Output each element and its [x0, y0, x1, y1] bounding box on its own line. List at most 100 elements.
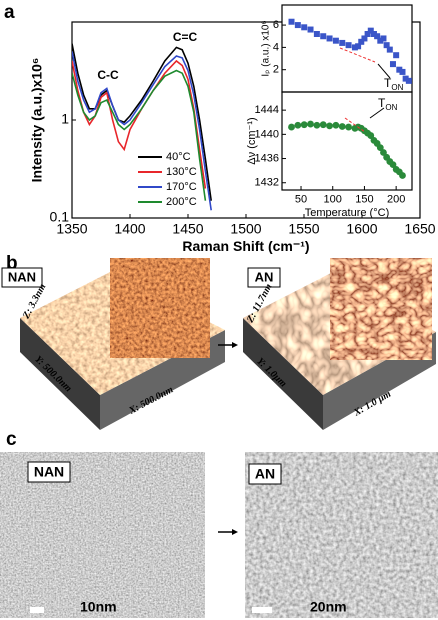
data-point	[364, 31, 371, 37]
ton-annotation: TON	[384, 76, 404, 92]
series-line	[72, 59, 207, 189]
pointer-line	[377, 63, 391, 79]
y-axis-label: Intensity (a.u.)x10⁶	[29, 58, 45, 183]
pointer-line	[369, 107, 385, 119]
tag-box	[247, 267, 281, 288]
data-point	[338, 123, 346, 130]
data-point	[307, 120, 314, 128]
data-point	[380, 149, 387, 156]
x-tick-label: 1400	[114, 221, 145, 237]
y-tick-label: 0.1	[50, 209, 70, 225]
data-point	[345, 123, 352, 131]
x-tick-label: 1600	[346, 221, 377, 237]
data-point	[307, 26, 314, 33]
data-point	[374, 33, 381, 40]
legend-label: 130°C	[166, 166, 197, 178]
scale-bar	[252, 607, 272, 613]
data-point	[380, 35, 387, 42]
x-tick-label: 1350	[56, 221, 87, 237]
data-point	[300, 121, 308, 129]
y-tick-label: 1444	[255, 104, 279, 116]
x-axis-label: Raman Shift (cm⁻¹)	[182, 238, 309, 254]
data-point	[358, 38, 365, 45]
peak-annotation: C-C	[97, 68, 119, 82]
ton-annotation: TON	[378, 96, 398, 112]
plot-frame	[281, 91, 413, 191]
data-point	[399, 172, 406, 179]
scale-bar	[30, 607, 44, 613]
data-point	[396, 66, 403, 73]
afm-image	[109, 257, 211, 359]
data-point	[389, 161, 397, 168]
data-point	[313, 31, 320, 37]
tag-box	[27, 461, 71, 483]
data-point	[367, 132, 375, 139]
data-point	[320, 33, 327, 40]
tangent-line	[339, 47, 376, 63]
y-tick-label: 1432	[255, 177, 279, 189]
data-point	[326, 122, 333, 130]
y-axis-label: Iₚ (a.u.) x10⁶	[261, 20, 272, 76]
sample-tag: AN	[255, 466, 275, 482]
data-point	[313, 121, 321, 129]
x-tick-label: 1500	[230, 221, 261, 237]
sample-tag: AN	[255, 269, 274, 284]
data-point	[386, 46, 393, 53]
scale-label: 20nm	[310, 599, 347, 615]
scale-label: 10nm	[80, 599, 117, 615]
data-point	[370, 31, 377, 37]
annotation-text: T	[384, 76, 392, 90]
y-tick-label: 1440	[255, 128, 279, 140]
x-tick-label: 1550	[288, 221, 319, 237]
tag-box	[1, 267, 43, 288]
surface-side	[243, 318, 323, 430]
data-point	[288, 123, 295, 131]
legend-label: 40°C	[166, 151, 191, 163]
y-tick-label: 1436	[255, 152, 279, 164]
data-point	[288, 18, 295, 25]
annotation-subscript: ON	[391, 83, 403, 92]
surface-side	[20, 318, 100, 430]
tangent-line	[344, 117, 366, 133]
y-tick-label: 6	[273, 19, 279, 31]
tag-box	[248, 463, 282, 485]
panel-label: c	[6, 429, 17, 450]
x-tick-label: 50	[295, 193, 307, 205]
data-point	[367, 27, 374, 34]
afm-right: AN Z: 11.7nm Y: 1.0μm X: 1.0 μm	[243, 257, 436, 430]
y-tick-label: 2	[273, 64, 279, 76]
data-point	[332, 37, 339, 44]
x-axis-label: Temperature (°C)	[305, 207, 389, 219]
x-tick-label: 150	[355, 193, 373, 205]
data-point	[345, 42, 352, 49]
data-point	[301, 24, 308, 31]
x-tick-label: 1450	[172, 221, 203, 237]
data-point	[402, 75, 409, 82]
y-tick-label: 4	[273, 41, 279, 53]
sample-tag: NAN	[8, 269, 36, 284]
panel-label: b	[6, 253, 18, 274]
sample-tag: NAN	[34, 464, 64, 480]
data-point	[399, 68, 406, 75]
legend-label: 200°C	[166, 196, 197, 208]
series-line	[72, 43, 212, 201]
data-point	[319, 121, 327, 129]
data-point	[377, 37, 384, 44]
data-point	[326, 35, 333, 42]
data-point	[351, 44, 358, 51]
x-tick-label: 200	[387, 193, 405, 205]
panel-label: a	[4, 2, 15, 23]
data-point	[294, 22, 301, 29]
data-point	[405, 77, 412, 84]
arrow-head	[232, 342, 238, 348]
afm-image	[329, 257, 433, 361]
data-point	[376, 144, 384, 152]
afm-left: NAN Z: 3.3nm Y: 500.0nm X: 500.0nm	[1, 257, 225, 430]
annotation-subscript: ON	[385, 103, 397, 112]
x-tick-label: 1650	[404, 221, 435, 237]
data-point	[389, 61, 396, 68]
x-tick-label: 100	[324, 193, 342, 205]
annotation-text: T	[378, 96, 386, 110]
